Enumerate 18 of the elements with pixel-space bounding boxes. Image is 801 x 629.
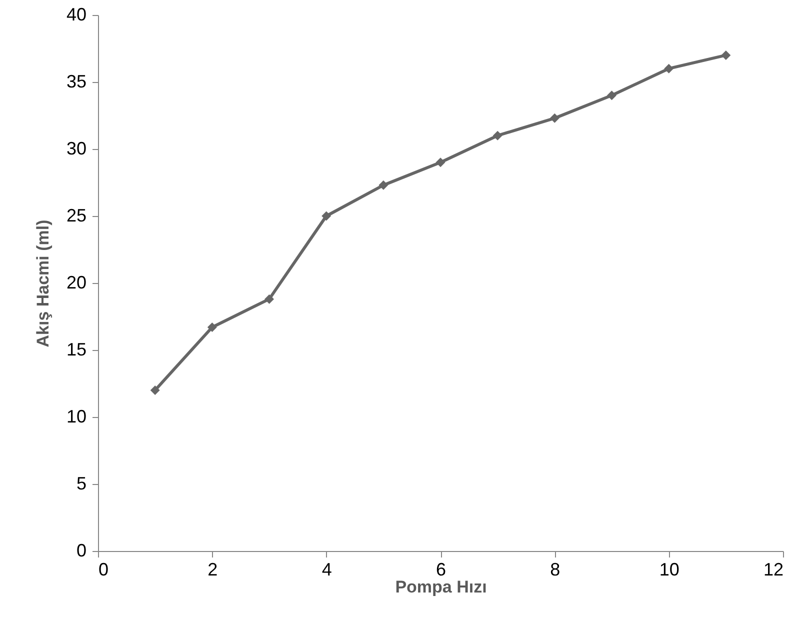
- x-tick-label: 10: [659, 560, 680, 580]
- x-tick-label: 0: [98, 560, 109, 580]
- y-tick-label: 10: [66, 406, 86, 426]
- y-tick-label: 30: [66, 138, 86, 158]
- x-tick-label: 12: [763, 560, 784, 580]
- x-tick-label: 2: [208, 560, 218, 580]
- y-tick-label: 20: [66, 272, 86, 292]
- x-tick-label: 8: [550, 560, 560, 580]
- y-tick-label: 5: [76, 474, 86, 494]
- y-tick-label: 0: [76, 540, 86, 560]
- y-tick-label: 35: [66, 72, 86, 92]
- x-tick-label: 6: [436, 560, 446, 580]
- x-tick-label: 4: [322, 560, 332, 580]
- y-tick-label: 25: [66, 206, 86, 226]
- y-tick-label: 15: [66, 340, 86, 360]
- x-axis-title: Pompa Hızı: [395, 578, 487, 596]
- y-axis-title: Akış Hacmi (ml): [33, 220, 52, 348]
- y-tick-label: 40: [66, 4, 86, 24]
